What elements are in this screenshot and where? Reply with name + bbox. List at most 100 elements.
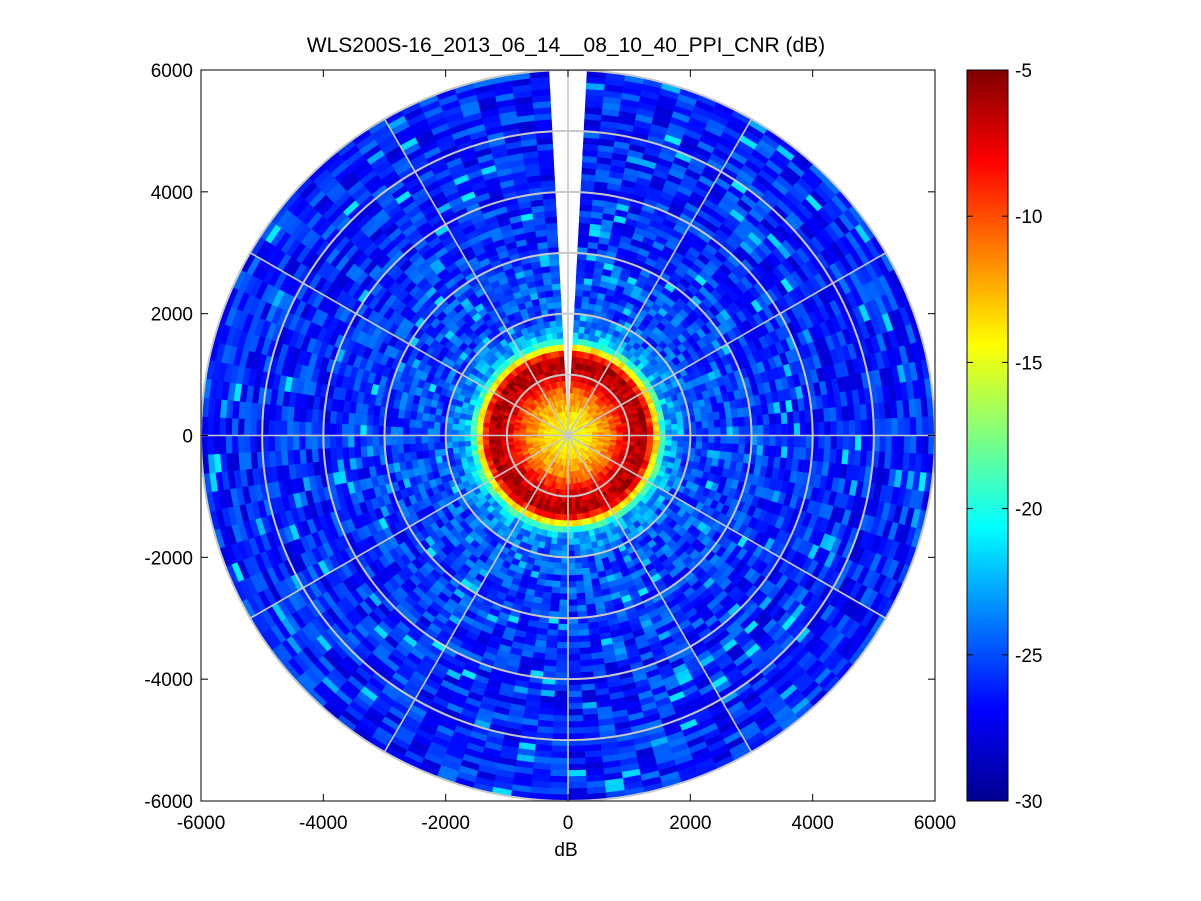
cnr-cell	[671, 429, 679, 436]
cnr-cell	[695, 435, 703, 443]
cnr-cell	[561, 380, 566, 388]
cnr-cell	[488, 438, 496, 445]
cnr-cell	[557, 623, 569, 631]
cnr-cell	[551, 586, 561, 595]
cnr-cell	[818, 421, 826, 436]
cnr-cell	[567, 666, 581, 674]
cnr-cell	[463, 424, 472, 431]
cnr-cell	[482, 439, 490, 445]
cnr-cell	[574, 295, 584, 303]
cnr-cell	[567, 660, 581, 668]
cnr-cell	[310, 435, 318, 450]
cnr-cell	[713, 419, 722, 429]
cnr-cell	[576, 519, 583, 527]
cnr-cell	[737, 416, 746, 427]
cnr-cell	[396, 417, 405, 428]
cnr-cell	[707, 419, 715, 429]
cnr-cell	[390, 435, 398, 446]
cnr-cell	[555, 666, 569, 674]
cnr-cell	[452, 446, 460, 454]
cnr-cell	[577, 629, 590, 637]
cnr-cell	[555, 319, 563, 327]
cnr-cell	[695, 441, 703, 450]
cnr-cell	[420, 435, 428, 444]
cnr-cell	[793, 423, 801, 436]
cnr-cell	[720, 435, 728, 445]
cnr-cell	[557, 629, 569, 637]
cnr-cell	[552, 289, 561, 297]
cnr-cell	[576, 258, 587, 267]
cnr-cell	[775, 435, 783, 448]
cnr-cell	[559, 362, 565, 370]
cnr-cell	[552, 338, 559, 346]
cnr-cell	[372, 414, 380, 426]
cnr-cell	[799, 422, 807, 436]
cnr-cell	[573, 538, 580, 546]
cnr-cell	[433, 441, 441, 450]
cnr-cell	[552, 574, 561, 582]
cnr-cell	[329, 422, 337, 436]
cnr-cell	[731, 443, 740, 454]
cnr-cell	[549, 258, 560, 267]
cnr-cell	[557, 337, 564, 345]
cnr-cell	[396, 435, 404, 445]
cnr-cell	[464, 445, 472, 453]
cnr-cell	[572, 526, 579, 534]
cnr-cell	[738, 435, 746, 446]
cnr-cell	[556, 648, 569, 656]
cnr-cell	[577, 240, 589, 249]
cnr-cell	[451, 440, 459, 448]
cnr-cell	[549, 598, 560, 607]
cnr-cell	[476, 439, 484, 446]
cnr-cell	[664, 440, 673, 447]
cnr-cell	[457, 435, 465, 442]
cnr-cell	[329, 435, 337, 449]
cnr-cell	[451, 423, 459, 431]
cnr-cell	[556, 641, 569, 650]
cnr-cell	[426, 435, 434, 444]
cnr-cell	[824, 435, 832, 450]
cnr-cell	[562, 386, 567, 394]
cnr-cell	[756, 414, 764, 426]
cnr-cell	[559, 587, 569, 595]
cnr-cell	[556, 635, 569, 643]
cnr-cell	[563, 398, 567, 406]
cnr-cell	[578, 635, 591, 643]
cnr-cell	[725, 417, 734, 428]
cnr-cell	[402, 417, 411, 428]
cnr-cell	[671, 435, 679, 442]
cnr-cell	[677, 435, 685, 442]
cnr-cell	[732, 435, 740, 445]
cnr-cell	[573, 319, 581, 327]
cnr-cell	[756, 445, 764, 457]
cnr-cell	[575, 586, 585, 595]
cnr-cell	[372, 445, 380, 457]
cnr-cell	[572, 532, 580, 540]
cnr-cell	[640, 426, 648, 433]
cnr-cell	[576, 604, 587, 613]
cnr-cell	[658, 424, 667, 432]
cnr-cell	[556, 538, 563, 546]
cnr-cell	[359, 424, 367, 436]
cnr-cell	[757, 435, 765, 447]
cnr-cell	[695, 428, 703, 436]
cnr-cell	[551, 283, 561, 291]
cnr-cell	[567, 654, 581, 662]
cnr-cell	[390, 416, 399, 427]
cnr-cell	[463, 429, 471, 436]
cnr-cell	[567, 623, 579, 631]
cnr-cell	[414, 419, 423, 429]
cnr-cell	[737, 444, 746, 455]
cnr-cell	[353, 435, 361, 448]
cnr-cell	[563, 392, 567, 400]
cnr-cell	[550, 326, 558, 334]
cnr-cell	[781, 435, 789, 448]
cnr-cell	[567, 684, 582, 692]
cnr-cell	[390, 425, 398, 436]
cnr-cell	[553, 344, 560, 352]
cnr-cell	[702, 435, 710, 444]
cnr-cell	[577, 234, 590, 242]
cnr-cell	[414, 435, 422, 444]
cnr-cell	[574, 562, 583, 570]
cnr-cell	[469, 439, 478, 447]
